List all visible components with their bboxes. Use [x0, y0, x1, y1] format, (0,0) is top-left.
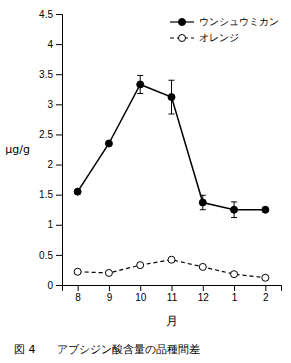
- x-tick: 10: [135, 285, 147, 303]
- y-axis: 0 0.5 1 1.5 2 2.5 3 3.5 4 4.5: [39, 9, 62, 291]
- y-tick: 2: [47, 159, 62, 170]
- x-axis-line: [63, 286, 282, 292]
- point: [74, 268, 81, 275]
- y-tick: 0.5: [39, 250, 62, 261]
- x-tick: 12: [198, 285, 210, 303]
- y-tick-label: 3.5: [39, 69, 53, 80]
- point: [137, 81, 144, 88]
- error-bar: [137, 75, 143, 93]
- x-tick: 8: [75, 285, 81, 303]
- legend: ウンシュウミカンオレンジ: [170, 16, 279, 43]
- point: [168, 256, 175, 263]
- legend-swatch-marker: [179, 19, 186, 26]
- x-tick: 2: [263, 285, 269, 303]
- y-tick-label: 1: [47, 219, 53, 230]
- legend-label: オレンジ: [199, 32, 239, 43]
- y-tick-mark: [56, 74, 62, 75]
- point: [74, 188, 81, 195]
- y-tick-mark: [56, 285, 62, 286]
- error-bar: [231, 202, 237, 218]
- x-tick-label: 2: [263, 292, 269, 303]
- y-tick-mark: [56, 44, 62, 45]
- y-tick-label: 2.5: [39, 129, 53, 140]
- y-tick: 2.5: [39, 129, 62, 140]
- y-tick: 1.5: [39, 189, 62, 200]
- point: [105, 140, 112, 147]
- y-axis-line: [56, 15, 63, 286]
- y-tick-label: 0: [47, 280, 53, 291]
- y-tick-mark: [56, 255, 62, 256]
- y-tick-label: 0.5: [39, 250, 53, 261]
- x-tick-mark: [109, 285, 110, 291]
- legend-swatch-marker: [179, 35, 186, 42]
- legend-item: オレンジ: [170, 32, 239, 43]
- x-tick-label: 12: [198, 292, 210, 303]
- chart: 00.511.522.533.544.58910111212ウンシュウミカンオレ…: [0, 0, 291, 363]
- error-bar: [169, 80, 175, 114]
- point: [105, 269, 112, 276]
- y-axis-title: μg/g: [5, 143, 30, 156]
- legend-item: ウンシュウミカン: [170, 16, 279, 27]
- point: [137, 262, 144, 269]
- caption: 図 4 アブシジン酸含量の品種間差: [14, 343, 201, 356]
- y-tick-mark: [56, 104, 62, 105]
- y-tick: 4: [47, 39, 62, 50]
- x-tick: 9: [107, 285, 113, 303]
- x-tick-label: 9: [107, 292, 113, 303]
- x-tick: 11: [167, 285, 178, 303]
- point: [262, 206, 269, 213]
- y-tick-mark: [56, 14, 62, 15]
- x-tick-mark: [265, 285, 266, 291]
- plot: 00.511.522.533.544.58910111212ウンシュウミカンオレ…: [39, 9, 281, 303]
- y-tick: 3.5: [39, 69, 62, 80]
- y-tick-mark: [56, 195, 62, 196]
- y-tick-label: 4.5: [39, 9, 53, 20]
- point: [199, 263, 206, 270]
- x-tick-label: 8: [75, 292, 81, 303]
- y-tick-label: 1.5: [39, 189, 53, 200]
- x-tick-mark: [234, 285, 235, 291]
- point: [231, 271, 238, 278]
- point: [262, 274, 269, 281]
- point: [168, 94, 175, 101]
- marks: [74, 75, 269, 281]
- y-tick-label: 2: [47, 159, 53, 170]
- x-tick-mark: [172, 285, 173, 291]
- x-tick-mark: [78, 285, 79, 291]
- x-tick-label: 1: [232, 292, 238, 303]
- y-tick-label: 3: [47, 99, 53, 110]
- y-tick: 3: [47, 99, 62, 110]
- x-tick: 1: [232, 285, 238, 303]
- error-bar: [200, 195, 206, 209]
- x-tick-label: 10: [135, 292, 147, 303]
- point: [231, 206, 238, 213]
- y-tick-label: 4: [47, 39, 53, 50]
- x-tick-label: 11: [167, 292, 178, 303]
- y-tick: 4.5: [39, 9, 62, 20]
- x-tick-mark: [203, 285, 204, 291]
- x-tick-mark: [140, 285, 141, 291]
- y-tick-mark: [56, 165, 62, 166]
- y-tick-mark: [56, 225, 62, 226]
- legend-label: ウンシュウミカン: [199, 16, 279, 27]
- y-tick: 1: [47, 219, 62, 230]
- y-tick: 0: [47, 280, 62, 291]
- point: [199, 199, 206, 206]
- x-axis-title: 月: [166, 314, 178, 328]
- x-axis: 8910111212: [63, 285, 282, 303]
- y-tick-mark: [56, 134, 62, 135]
